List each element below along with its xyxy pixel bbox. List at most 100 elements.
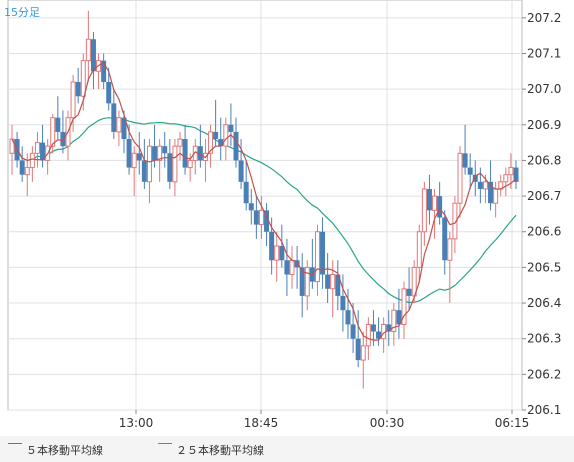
y-tick-label: 207.1 [527, 46, 561, 60]
candle-body-down [218, 139, 224, 147]
candle-body-up [70, 81, 76, 119]
candle-body-down [228, 124, 234, 132]
candle-body-down [55, 117, 61, 132]
candle-body-up [80, 60, 86, 97]
candle-body-up [177, 138, 183, 147]
candle-body-up [34, 142, 40, 154]
candle-body-down [406, 288, 412, 296]
candle-body-up [24, 167, 30, 176]
candle-body-up [223, 124, 229, 147]
y-tick-label: 206.8 [527, 153, 561, 167]
candle-body-down [213, 131, 219, 140]
candle-body-down [197, 146, 203, 161]
candle-body-up [50, 117, 56, 147]
candle-body-up [157, 145, 163, 161]
candle-body-down [472, 174, 478, 182]
candle-body-up [457, 152, 463, 204]
candle-body-down [437, 196, 443, 218]
candle-body-down [152, 146, 158, 161]
candle-body-down [75, 82, 81, 97]
candle-body-down [269, 231, 275, 261]
candle-body-down [111, 103, 117, 132]
candle-body-up [85, 38, 91, 62]
candle-body-down [162, 146, 168, 154]
candlestick-chart: 207.2 207.1 207.0 206.9 206.8 206.7 206.6 206.5… [7, 0, 561, 430]
candles [9, 10, 519, 389]
ma5-line [11, 61, 517, 341]
y-tick-label: 207.0 [527, 82, 561, 96]
candle-body-down [345, 310, 351, 325]
candle-body-down [376, 331, 382, 339]
candle-body-down [299, 267, 305, 296]
x-tick-label: 13:00 [119, 416, 154, 430]
candle-body-down [233, 131, 239, 161]
candle-body-up [274, 245, 280, 261]
candle-body-up [365, 323, 371, 347]
candle-body-down [90, 39, 96, 72]
x-axis: 13:00 18:45 00:30 06:15 [119, 410, 529, 430]
y-tick-label: 206.7 [527, 189, 561, 203]
candle-body-up [482, 181, 488, 190]
candle-body-down [442, 217, 448, 261]
y-tick-label: 206.6 [527, 225, 561, 239]
timeframe-label: 15分足 [4, 6, 40, 19]
candle-body-down [40, 142, 46, 161]
ma5-legend-label: ５本移動平均線 [26, 444, 103, 457]
candle-body-down [320, 231, 326, 275]
candle-body-up [172, 145, 178, 183]
ma5-legend-swatch [8, 443, 22, 444]
candle-body-up [503, 174, 509, 183]
candle-body-down [248, 203, 254, 211]
candle-body-up [258, 209, 264, 226]
x-tick-label: 18:45 [244, 416, 279, 430]
candle-body-up [208, 131, 214, 154]
candle-body-down [325, 274, 331, 289]
y-tick-label: 207.2 [527, 11, 561, 25]
candle-body-up [29, 152, 35, 169]
candle-body-down [101, 60, 107, 82]
legend: ５本移動平均線 ２５本移動平均線 [0, 436, 574, 462]
y-tick-label: 206.2 [527, 367, 561, 381]
candle-body-down [121, 117, 127, 140]
candle-body-down [294, 260, 300, 268]
candle-body-up [432, 195, 438, 211]
candle-body-up [416, 231, 422, 268]
candle-body-up [304, 266, 310, 297]
candle-body-down [167, 153, 173, 182]
candle-body-down [426, 188, 432, 211]
candle-body-down [284, 260, 290, 275]
candle-body-down [477, 181, 483, 189]
candle-body-down [370, 324, 376, 332]
candle-body-up [452, 202, 458, 240]
y-tick-label: 206.9 [527, 118, 561, 132]
y-tick-label: 206.5 [527, 260, 561, 274]
candle-body-down [60, 131, 66, 147]
candle-body-up [493, 188, 499, 204]
candle-body-down [513, 167, 519, 182]
candle-body-down [238, 160, 244, 182]
candle-body-down [355, 338, 361, 361]
candle-body-up [330, 274, 336, 290]
y-tick-label: 206.3 [527, 332, 561, 346]
candle-body-down [141, 160, 147, 182]
ma5-series [11, 61, 517, 341]
candle-body-down [462, 153, 468, 168]
candle-body-down [19, 160, 25, 175]
y-tick-label: 206.4 [527, 296, 561, 310]
candle-body-up [421, 188, 427, 233]
candle-body-up [289, 259, 295, 276]
candle-body-down [350, 324, 356, 339]
ma25-line [11, 117, 517, 304]
candle-body-down [386, 324, 392, 332]
candle-body-up [187, 159, 193, 169]
candle-body-up [314, 231, 320, 283]
candle-body-up [391, 309, 397, 333]
candle-body-up [131, 152, 137, 169]
candle-body-up [360, 345, 366, 361]
candle-body-down [182, 139, 188, 168]
y-axis: 207.2 207.1 207.0 206.9 206.8 206.7 206.6 206.5… [522, 11, 561, 417]
candle-body-down [467, 167, 473, 175]
candle-body-down [488, 181, 494, 204]
y-tick-label: 206.1 [527, 403, 561, 417]
candle-body-down [279, 246, 285, 261]
